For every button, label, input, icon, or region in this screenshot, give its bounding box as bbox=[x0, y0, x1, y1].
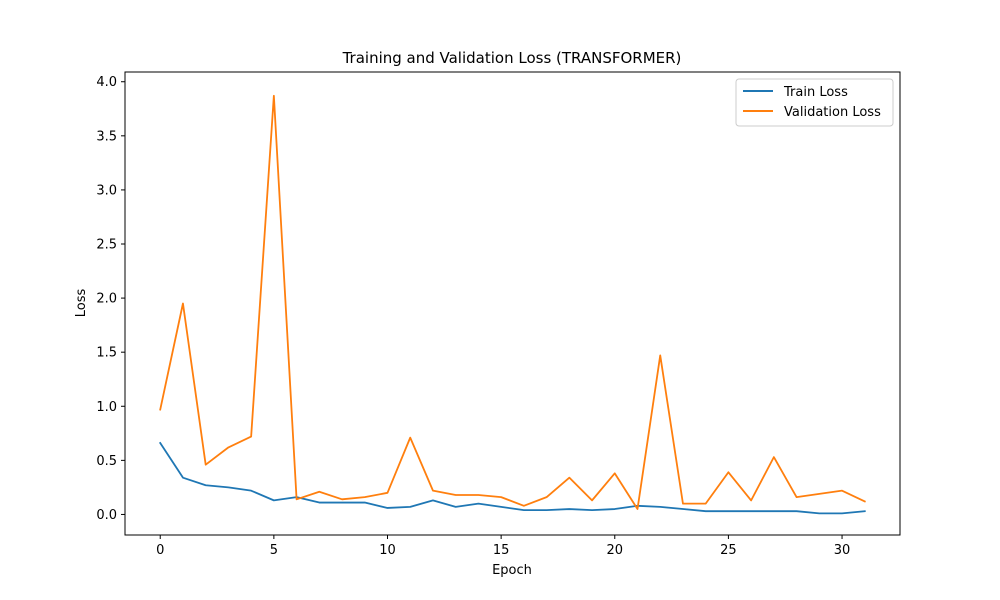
series-line-validation-loss bbox=[159, 94, 866, 510]
y-axis-label: Loss bbox=[74, 289, 89, 318]
chart-title: Training and Validation Loss (TRANSFORME… bbox=[342, 49, 682, 67]
x-axis: 0 5 10 15 20 25 30 bbox=[156, 535, 850, 558]
x-tick-label: 25 bbox=[720, 543, 737, 558]
series-line-train-loss bbox=[158, 441, 866, 515]
y-tick-label: 3.5 bbox=[96, 129, 117, 144]
x-axis-label: Epoch bbox=[492, 563, 532, 578]
x-tick-label: 5 bbox=[270, 543, 278, 558]
y-axis: 0.0 0.5 1.0 1.5 2.0 2.5 3.0 3.5 4.0 bbox=[96, 75, 125, 523]
plot-frame bbox=[124, 71, 901, 536]
y-tick-label: 3.0 bbox=[96, 183, 117, 198]
x-tick-label: 0 bbox=[156, 543, 164, 558]
series-layer bbox=[158, 94, 866, 515]
y-tick-label: 2.5 bbox=[96, 238, 117, 253]
legend: Train Loss Validation Loss bbox=[735, 78, 894, 127]
x-tick-label: 10 bbox=[379, 543, 396, 558]
x-tick-label: 20 bbox=[606, 543, 623, 558]
legend-label-train: Train Loss bbox=[783, 85, 848, 100]
legend-box bbox=[735, 78, 894, 127]
y-tick-label: 0.5 bbox=[96, 454, 117, 469]
legend-label-validation: Validation Loss bbox=[784, 105, 881, 120]
plot-area bbox=[125, 72, 900, 535]
y-tick-label: 2.0 bbox=[96, 292, 117, 307]
x-tick-label: 30 bbox=[834, 543, 851, 558]
y-tick-label: 0.0 bbox=[96, 508, 117, 523]
y-tick-label: 4.0 bbox=[96, 75, 117, 90]
x-tick-label: 15 bbox=[493, 543, 510, 558]
y-tick-label: 1.5 bbox=[96, 346, 117, 361]
y-tick-label: 1.0 bbox=[96, 400, 117, 415]
